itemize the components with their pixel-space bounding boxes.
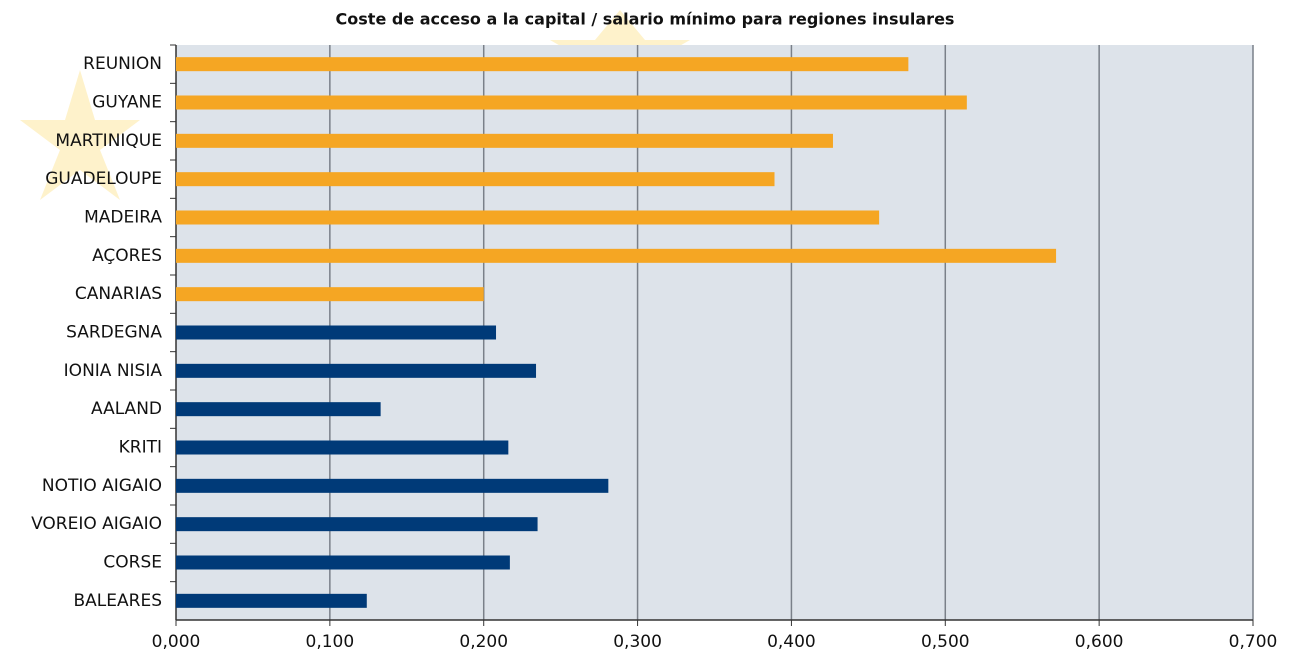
- bar: [176, 402, 381, 416]
- y-tick-label: SARDEGNA: [66, 323, 162, 343]
- x-tick-label: 0,100: [306, 632, 355, 652]
- y-tick-label: BALEARES: [74, 591, 162, 611]
- bar: [176, 211, 879, 225]
- bar: [176, 594, 367, 608]
- y-tick-label: GUYANE: [92, 93, 162, 113]
- y-tick-label: AÇORES: [92, 246, 162, 266]
- bar: [176, 57, 908, 71]
- x-tick-label: 0,700: [1229, 632, 1278, 652]
- chart-title: Coste de acceso a la capital / salario m…: [336, 10, 955, 29]
- y-tick-label: MARTINIQUE: [55, 131, 162, 151]
- page: Coste de acceso a la capital / salario m…: [0, 0, 1290, 657]
- x-tick-label: 0,400: [767, 632, 816, 652]
- bar: [176, 517, 538, 531]
- x-tick-label: 0,500: [921, 632, 970, 652]
- chart: Coste de acceso a la capital / salario m…: [0, 0, 1290, 657]
- x-tick-label: 0,000: [152, 632, 201, 652]
- bar: [176, 134, 833, 148]
- bar: [176, 287, 484, 301]
- y-tick-label: VOREIO AIGAIO: [31, 514, 162, 534]
- bar: [176, 249, 1056, 263]
- bar: [176, 172, 775, 186]
- bar: [176, 479, 608, 493]
- y-tick-label: CANARIAS: [75, 284, 162, 304]
- y-tick-label: MADEIRA: [84, 208, 162, 228]
- y-tick-label: AALAND: [91, 399, 162, 419]
- y-tick-label: NOTIO AIGAIO: [42, 476, 162, 496]
- x-tick-label: 0,200: [459, 632, 508, 652]
- y-tick-label: REUNION: [83, 54, 162, 74]
- bar: [176, 441, 508, 455]
- x-tick-label: 0,300: [613, 632, 662, 652]
- y-tick-label: CORSE: [103, 553, 162, 573]
- bar: [176, 326, 496, 340]
- bar: [176, 364, 536, 378]
- bar: [176, 96, 967, 110]
- y-tick-label: IONIA NISIA: [64, 361, 163, 381]
- y-tick-label: KRITI: [119, 438, 162, 458]
- bar: [176, 556, 510, 570]
- y-tick-label: GUADELOUPE: [45, 169, 162, 189]
- x-tick-label: 0,600: [1075, 632, 1124, 652]
